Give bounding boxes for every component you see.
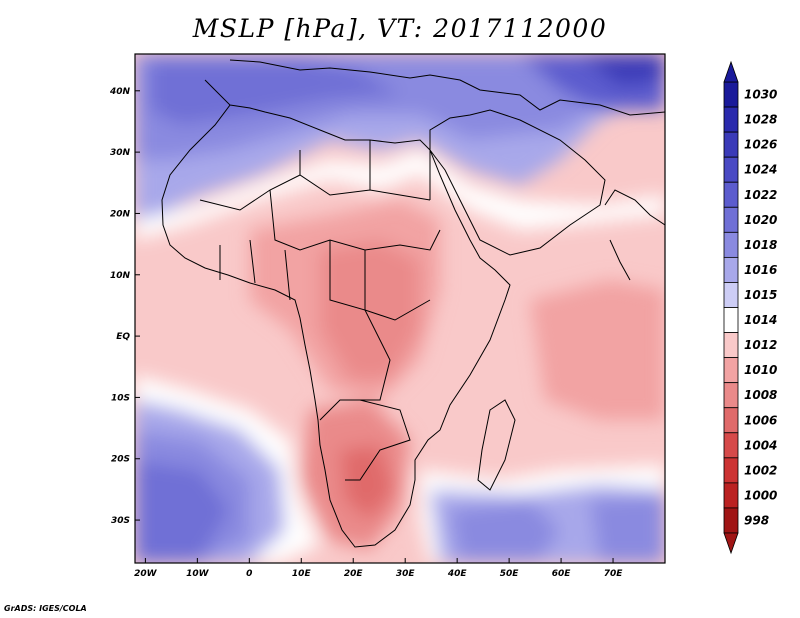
colorbar-swatch (723, 407, 739, 434)
colorbar-swatch (723, 282, 739, 308)
colorbar-swatch (723, 106, 739, 133)
colorbar-label: 1028 (744, 113, 777, 127)
colorbar-label: 1016 (744, 263, 777, 277)
colorbar-min-arrow (723, 532, 739, 555)
plot-frame (134, 53, 666, 564)
colorbar-swatch (723, 357, 739, 384)
y-tick-label: 20N (110, 209, 131, 219)
y-axis-ticks: 40N 30N 20N 10N EQ 10S 20S 30S (109, 87, 140, 526)
colorbar-swatch (723, 482, 739, 509)
colorbar-swatch (723, 231, 739, 258)
x-tick-label: 20W (134, 569, 158, 579)
colorbar-label: 998 (744, 513, 769, 527)
colorbar-swatch (723, 181, 739, 208)
colorbar-label: 1030 (744, 88, 777, 102)
x-tick-label: 10E (292, 569, 312, 579)
colorbar-label: 1014 (744, 313, 777, 327)
y-tick-label: 40N (109, 87, 131, 97)
colorbar-swatch (723, 156, 739, 183)
colorbar-label: 1020 (744, 213, 777, 227)
x-tick-label: 70E (604, 569, 624, 579)
y-tick-label: 20S (111, 455, 130, 465)
colorbar-label: 1002 (744, 463, 777, 477)
x-tick-label: 10W (186, 569, 210, 579)
colorbar-label: 1000 (744, 488, 777, 502)
colorbar-swatch (723, 432, 739, 459)
colorbar-label: 1018 (744, 238, 777, 252)
chart-title: MSLP [hPa], VT: 2017112000 (192, 14, 608, 43)
colorbar-label: 1004 (744, 438, 777, 452)
colorbar-swatch (723, 457, 739, 484)
y-tick-label: 10S (111, 393, 130, 403)
x-tick-label: 40E (447, 569, 468, 579)
colorbar-label: 1026 (744, 138, 777, 152)
colorbar-swatch (723, 256, 739, 283)
y-tick-label: 30N (110, 148, 131, 158)
colorbar-swatch (723, 382, 739, 409)
colorbar-swatch (723, 332, 739, 359)
colorbar-label: 1006 (744, 413, 777, 427)
colorbar-swatch (723, 507, 739, 534)
x-tick-label: 30E (396, 569, 416, 579)
pressure-field (135, 54, 665, 563)
y-tick-label: 10N (110, 271, 131, 281)
colorbar-label: 1010 (744, 363, 777, 377)
x-tick-label: 20E (344, 569, 364, 579)
colorbar-swatch (723, 307, 739, 333)
colorbar-label: 1012 (744, 338, 777, 352)
grads-credit: GrADS: IGES/COLA (4, 604, 87, 613)
colorbar-label: 1024 (744, 163, 777, 177)
colorbar-label: 1015 (744, 288, 777, 302)
y-tick-label: 30S (111, 516, 130, 526)
colorbar-swatch (723, 81, 739, 108)
x-tick-label: 0 (246, 569, 252, 579)
x-axis-ticks: 20W 10W 0 10E 20E 30E 40E 50E 60E 70E (134, 558, 623, 579)
coastlines (161, 59, 665, 548)
x-tick-label: 60E (552, 569, 572, 579)
colorbar-label: 1008 (744, 388, 777, 402)
y-tick-label: EQ (116, 332, 130, 342)
colorbar-label: 1022 (744, 188, 777, 202)
colorbar-swatch (723, 131, 739, 158)
colorbar-swatch (723, 206, 739, 233)
colorbar-max-arrow (723, 60, 739, 83)
x-tick-label: 50E (500, 569, 520, 579)
colorbar: 1030 1028 1026 1024 1022 1020 1018 1016 1015 1014… (723, 60, 777, 555)
